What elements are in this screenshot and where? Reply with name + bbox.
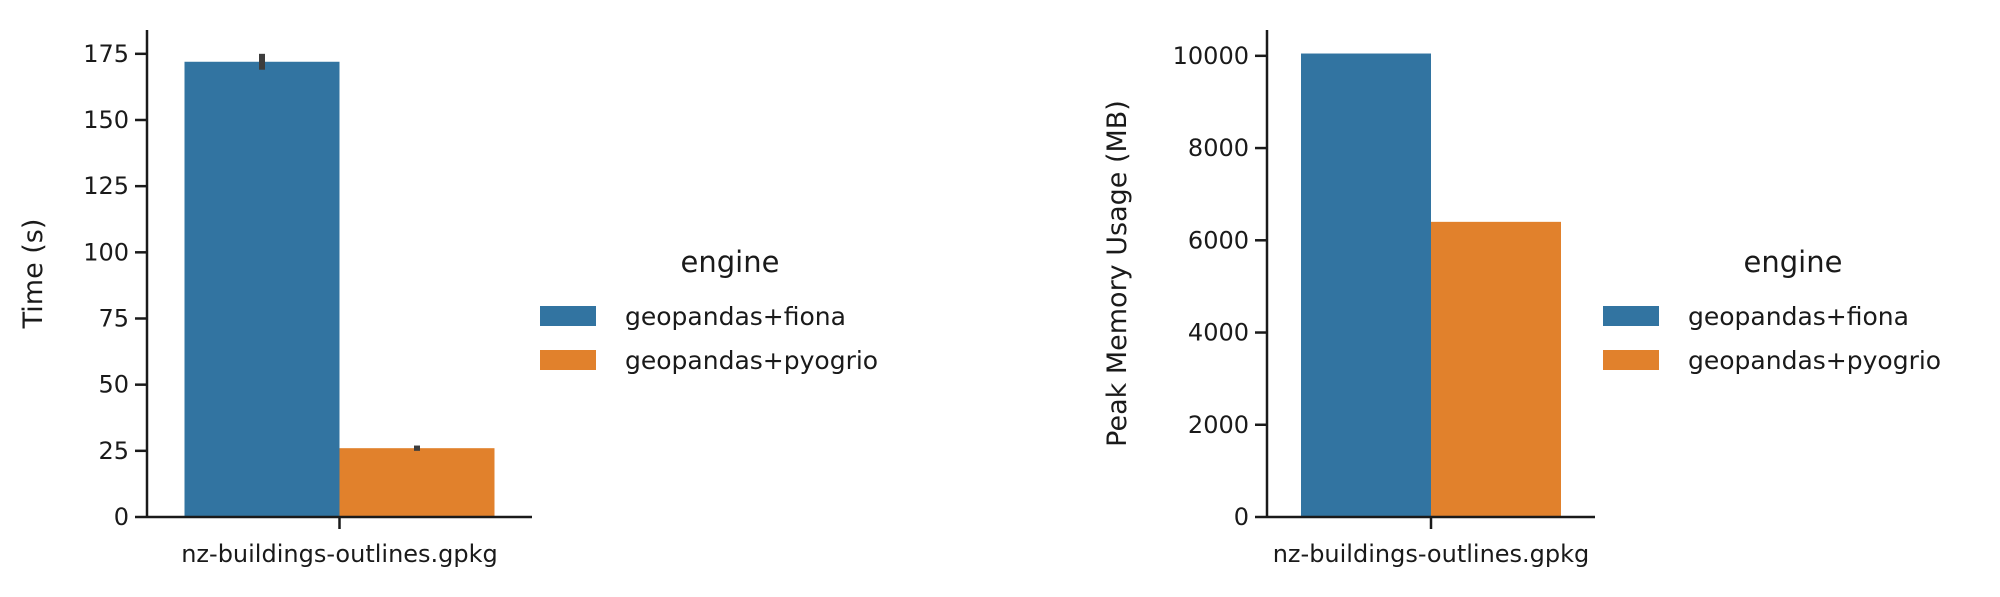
memory-bar-fiona [1301, 53, 1431, 517]
memory-legend: engine geopandas+fiona geopandas+pyogrio [1603, 245, 1941, 375]
memory-y-ticks: 0 2000 4000 6000 8000 10000 [1173, 42, 1267, 531]
time-y-axis-label: Time (s) [18, 219, 49, 330]
time-chart: 0 25 50 75 100 125 150 175 nz-buildings-outline… [18, 30, 878, 568]
time-bars [184, 61, 495, 518]
time-y-tick-label: 75 [98, 304, 129, 332]
memory-y-tick-label: 0 [1234, 503, 1249, 531]
time-bar-fiona [184, 61, 340, 518]
memory-y-tick-label: 10000 [1173, 42, 1249, 70]
time-legend-label-fiona: geopandas+fiona [625, 302, 846, 331]
memory-y-tick-label: 2000 [1188, 411, 1249, 439]
memory-legend-label-fiona: geopandas+fiona [1688, 302, 1909, 331]
time-error-bars [259, 53, 420, 451]
memory-chart: 0 2000 4000 6000 8000 10000 nz-buildings-outl… [1102, 30, 1941, 568]
time-legend-swatch-pyogrio [540, 350, 596, 370]
time-y-tick-label: 100 [83, 238, 129, 266]
memory-y-tick-label: 6000 [1188, 226, 1249, 254]
memory-legend-swatch-pyogrio [1603, 350, 1659, 370]
time-legend-title: engine [681, 245, 780, 279]
memory-legend-title: engine [1744, 245, 1843, 279]
time-x-tick-label: nz-buildings-outlines.gpkg [181, 540, 498, 568]
time-x-ticks: nz-buildings-outlines.gpkg [181, 517, 498, 568]
memory-x-tick-label: nz-buildings-outlines.gpkg [1273, 540, 1590, 568]
memory-legend-swatch-fiona [1603, 306, 1659, 326]
time-y-tick-label: 50 [98, 371, 129, 399]
memory-y-tick-label: 4000 [1188, 319, 1249, 347]
memory-y-tick-label: 8000 [1188, 134, 1249, 162]
time-y-tick-label: 125 [83, 172, 129, 200]
time-y-tick-label: 150 [83, 106, 129, 134]
time-y-tick-label: 25 [98, 437, 129, 465]
memory-bars [1301, 53, 1561, 517]
time-y-tick-label: 0 [114, 503, 129, 531]
time-legend: engine geopandas+fiona geopandas+pyogrio [540, 245, 878, 375]
memory-bar-pyogrio [1431, 221, 1561, 517]
time-y-tick-label: 175 [83, 40, 129, 68]
time-legend-label-pyogrio: geopandas+pyogrio [625, 346, 878, 375]
time-legend-swatch-fiona [540, 306, 596, 326]
time-y-ticks: 0 25 50 75 100 125 150 175 [83, 40, 147, 531]
memory-y-axis-label: Peak Memory Usage (MB) [1102, 100, 1133, 447]
time-bar-pyogrio [339, 448, 495, 517]
memory-legend-label-pyogrio: geopandas+pyogrio [1688, 346, 1941, 375]
memory-x-ticks: nz-buildings-outlines.gpkg [1273, 517, 1590, 568]
